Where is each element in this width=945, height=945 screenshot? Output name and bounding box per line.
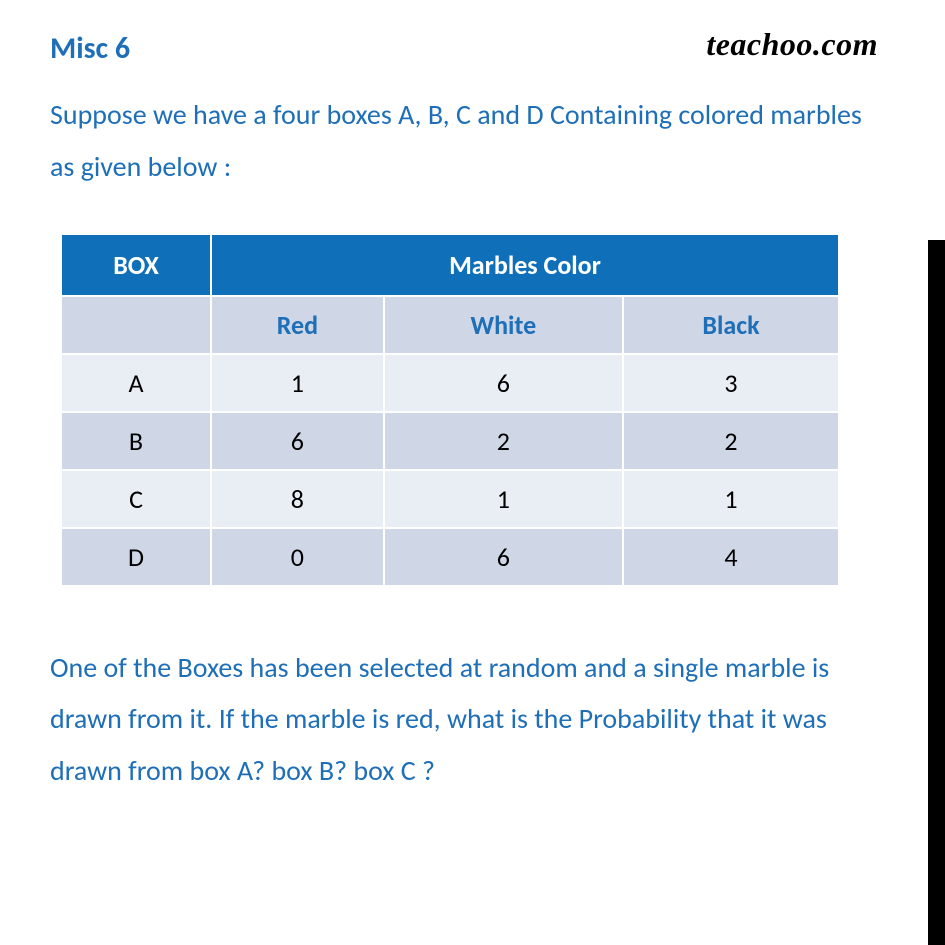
side-strip-bottom xyxy=(928,240,945,945)
cell-box: A xyxy=(61,354,211,412)
table-header-row: BOX Marbles Color xyxy=(61,234,839,296)
cell-black: 2 xyxy=(623,412,839,470)
header-row: Misc 6 teachoo.com xyxy=(50,30,878,67)
cell-black: 4 xyxy=(623,528,839,586)
cell-black: 3 xyxy=(623,354,839,412)
marbles-table: BOX Marbles Color Red White Black A 1 6 … xyxy=(60,233,840,587)
cell-red: 0 xyxy=(211,528,384,586)
cell-box: C xyxy=(61,470,211,528)
cell-white: 6 xyxy=(384,528,623,586)
col-header-colors: Marbles Color xyxy=(211,234,839,296)
cell-black: 1 xyxy=(623,470,839,528)
table-row: C 8 1 1 xyxy=(61,470,839,528)
subheader-red: Red xyxy=(211,296,384,354)
closing-paragraph: One of the Boxes has been selected at ra… xyxy=(50,642,878,797)
cell-white: 6 xyxy=(384,354,623,412)
cell-white: 2 xyxy=(384,412,623,470)
subheader-white: White xyxy=(384,296,623,354)
page-title: Misc 6 xyxy=(50,30,130,67)
table-row: D 0 6 4 xyxy=(61,528,839,586)
table-row: A 1 6 3 xyxy=(61,354,839,412)
cell-red: 6 xyxy=(211,412,384,470)
brand-watermark: teachoo.com xyxy=(706,26,878,63)
cell-red: 1 xyxy=(211,354,384,412)
intro-paragraph: Suppose we have a four boxes A, B, C and… xyxy=(50,89,878,193)
cell-box: B xyxy=(61,412,211,470)
subheader-black: Black xyxy=(623,296,839,354)
table-subheader-row: Red White Black xyxy=(61,296,839,354)
cell-white: 1 xyxy=(384,470,623,528)
page-container: Misc 6 teachoo.com Suppose we have a fou… xyxy=(0,0,928,945)
side-strip-top xyxy=(928,0,945,240)
col-header-box: BOX xyxy=(61,234,211,296)
subheader-empty xyxy=(61,296,211,354)
table-row: B 6 2 2 xyxy=(61,412,839,470)
cell-red: 8 xyxy=(211,470,384,528)
cell-box: D xyxy=(61,528,211,586)
